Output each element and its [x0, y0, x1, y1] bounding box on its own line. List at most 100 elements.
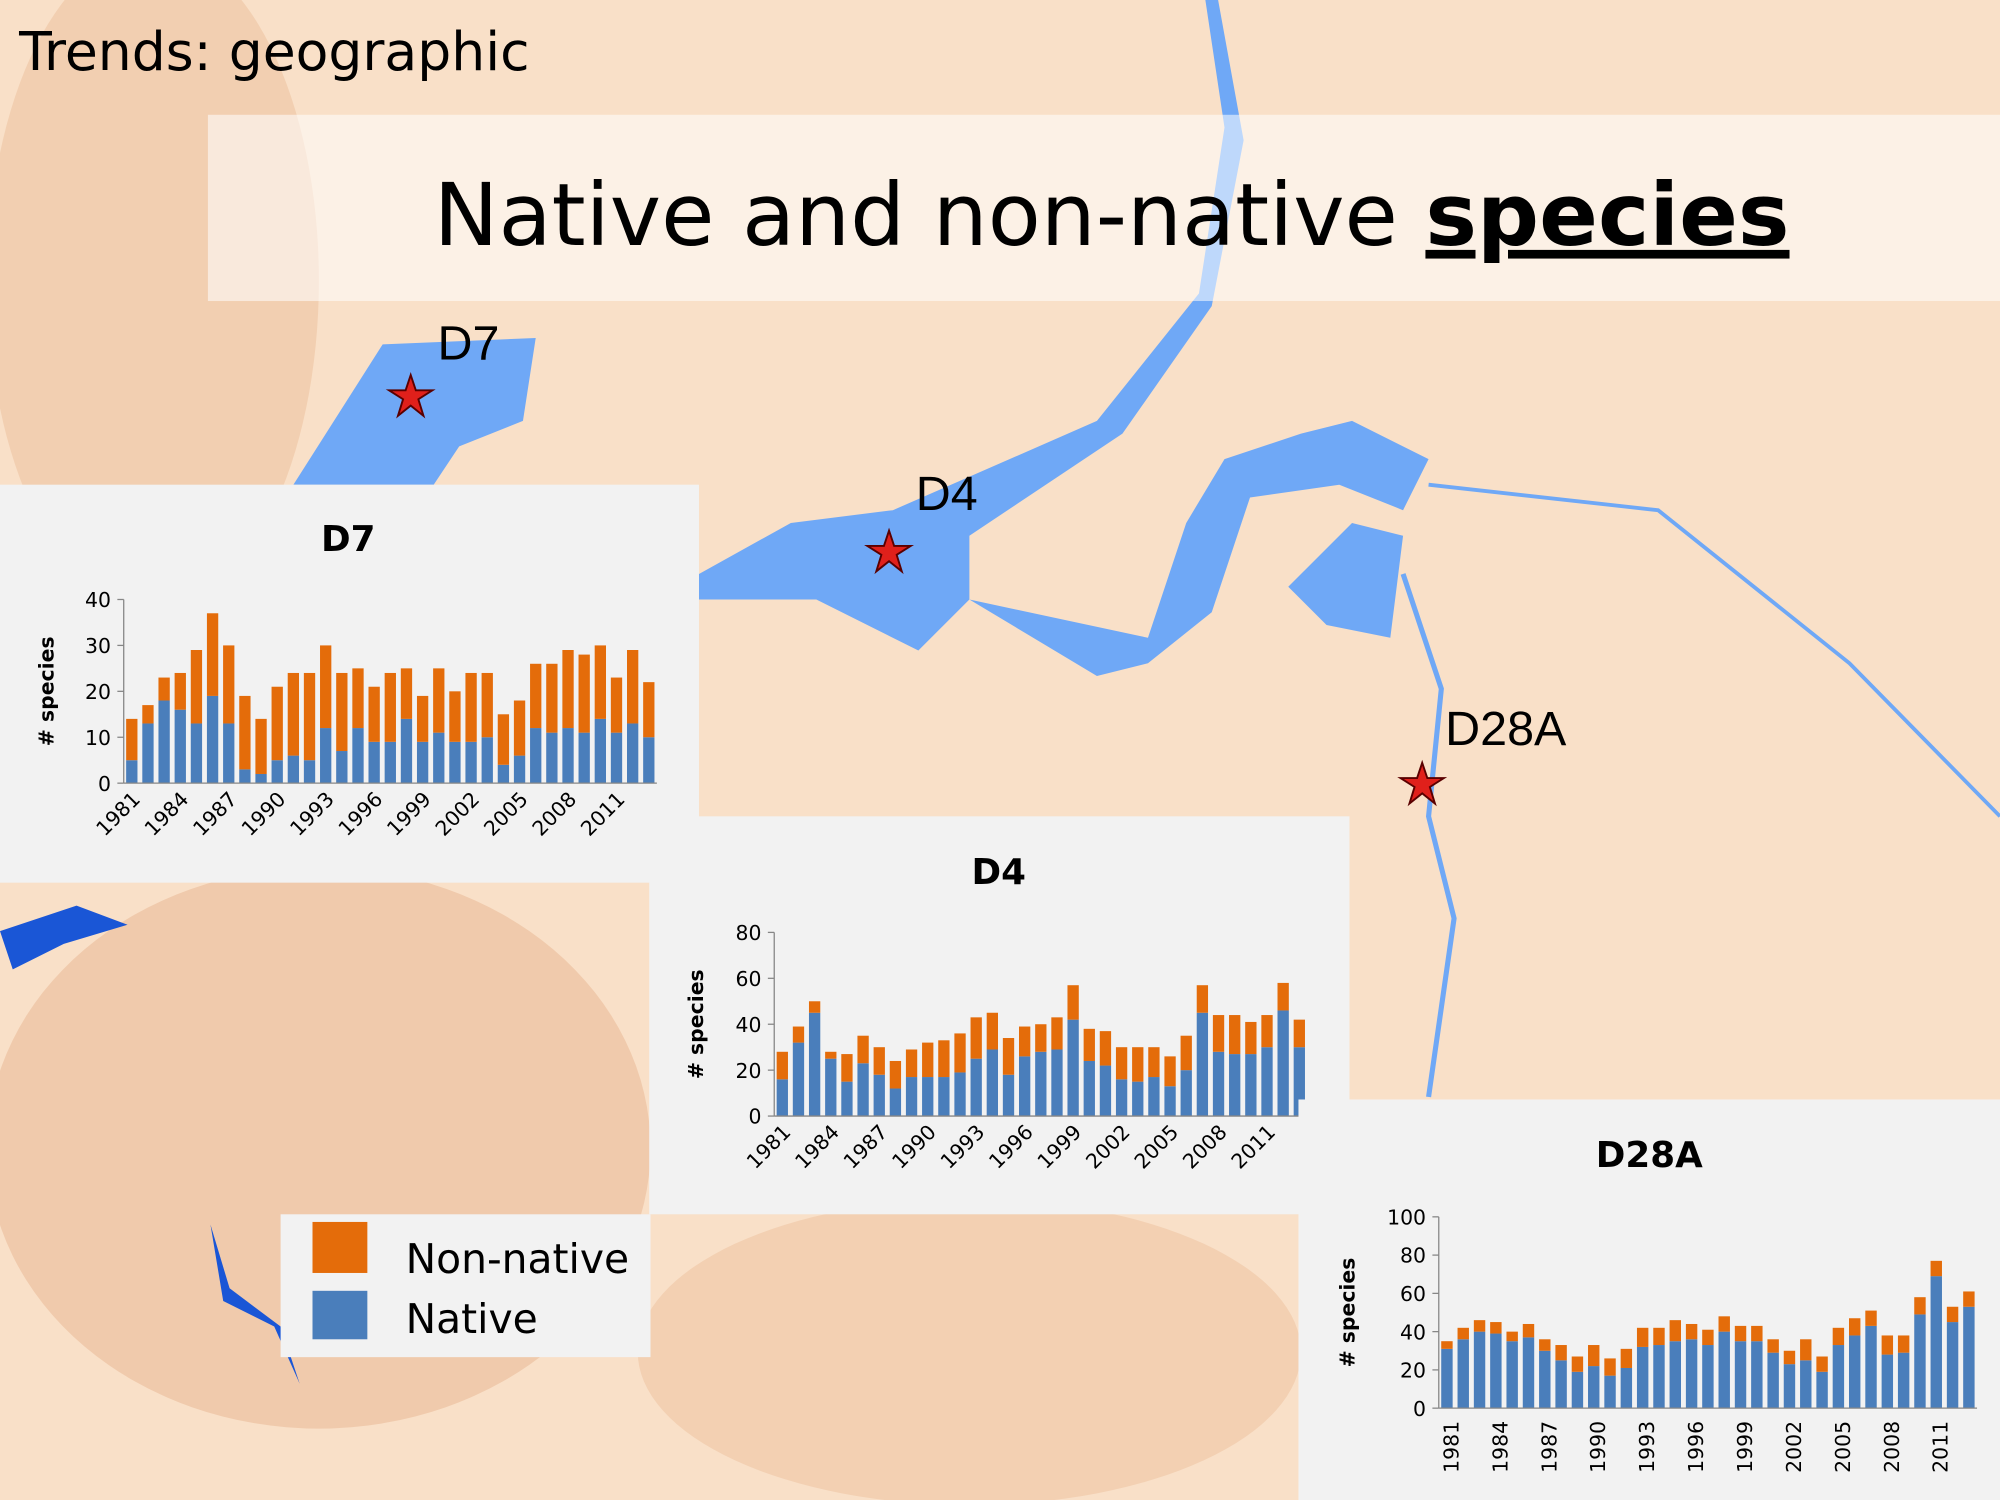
map-label: D28A — [1445, 702, 1567, 756]
bar-segment — [1132, 1081, 1144, 1117]
bar-segment — [873, 1047, 885, 1075]
bar-segment — [1083, 1028, 1095, 1061]
x-tick-label: 1996 — [1684, 1421, 1708, 1473]
bar-segment — [1490, 1333, 1502, 1409]
bar-segment — [1783, 1364, 1796, 1409]
bar-segment — [970, 1058, 982, 1117]
bar-segment — [610, 677, 623, 733]
bar-segment — [808, 1001, 821, 1013]
bar-segment — [530, 663, 542, 729]
bar-segment — [1555, 1360, 1567, 1409]
bar-segment — [1164, 1056, 1176, 1087]
bar-segment — [368, 686, 380, 742]
bar-segment — [1636, 1346, 1649, 1409]
bar-segment — [905, 1077, 918, 1117]
bar-segment — [223, 723, 235, 784]
bar-segment — [1002, 1038, 1015, 1075]
x-tick-label: 1993 — [1635, 1421, 1659, 1473]
bar-segment — [841, 1081, 853, 1117]
bar-segment — [271, 760, 283, 784]
chart-panel — [1298, 1099, 2000, 1500]
bar-segment — [1051, 1017, 1063, 1050]
bar-segment — [1035, 1024, 1047, 1052]
bar-segment — [320, 645, 332, 729]
y-tick-label: 80 — [736, 921, 762, 945]
bar-segment — [1865, 1310, 1877, 1326]
bay — [293, 338, 536, 485]
bar-segment — [1002, 1074, 1015, 1117]
bar-segment — [1148, 1077, 1160, 1117]
bar-segment — [1620, 1348, 1633, 1368]
bar-segment — [1669, 1320, 1681, 1342]
bar-segment — [1816, 1356, 1828, 1372]
bar-segment — [1051, 1049, 1063, 1117]
bar-segment — [1832, 1345, 1845, 1409]
y-tick-label: 30 — [85, 634, 111, 658]
bar-segment — [610, 732, 623, 784]
bar-segment — [1751, 1325, 1763, 1342]
bar-segment — [416, 695, 429, 742]
bar-segment — [1734, 1325, 1747, 1342]
chart-title: D7 — [321, 519, 375, 560]
bar-segment — [497, 764, 510, 784]
y-tick-label: 40 — [736, 1013, 762, 1037]
bar-segment — [1636, 1327, 1649, 1347]
bar-segment — [1261, 1015, 1273, 1048]
bar-segment — [1490, 1322, 1502, 1334]
bar-segment — [1816, 1371, 1828, 1409]
lake — [1288, 522, 1404, 638]
bar-segment — [938, 1077, 950, 1117]
bar-segment — [562, 728, 574, 784]
bar-segment — [416, 741, 429, 784]
bar-segment — [1832, 1327, 1845, 1346]
bar-segment — [1293, 1047, 1305, 1117]
bar-segment — [643, 682, 655, 738]
bar-segment — [1963, 1291, 1975, 1307]
bar-segment — [889, 1088, 902, 1117]
bar-segment — [825, 1058, 837, 1117]
bar-segment — [481, 737, 493, 784]
bar-segment — [857, 1035, 869, 1064]
bar-segment — [1457, 1339, 1469, 1409]
y-tick-label: 40 — [1400, 1320, 1426, 1344]
bar-segment — [287, 755, 300, 784]
y-tick-label: 60 — [736, 967, 762, 991]
bar-segment — [1522, 1323, 1535, 1338]
bar-segment — [1441, 1341, 1453, 1349]
y-tick-label: 0 — [1413, 1397, 1426, 1421]
bar-segment — [776, 1051, 788, 1080]
heading-text: Native and non-native — [434, 165, 1426, 266]
bar-segment — [546, 663, 558, 733]
bar-segment — [158, 700, 170, 784]
bar-segment — [562, 650, 574, 729]
bar-segment — [1229, 1015, 1241, 1055]
bar-segment — [792, 1026, 805, 1043]
charts: D7 # species 0 10 20 30 40 1981 1984 1987 1990 1993… — [0, 484, 2000, 1500]
river — [1400, 573, 1457, 1098]
bar-segment — [1148, 1047, 1160, 1078]
map-label: D4 — [916, 467, 978, 521]
bar-segment — [255, 773, 267, 784]
bar-segment — [465, 672, 477, 742]
bar-segment — [1800, 1339, 1812, 1361]
x-tick-label: 2011 — [1929, 1421, 1953, 1473]
heading-emphasis: species — [1425, 165, 1789, 266]
bar-segment — [1522, 1337, 1535, 1409]
x-tick-label: 2008 — [1880, 1421, 1904, 1473]
bar-segment — [1718, 1331, 1730, 1409]
bar-segment — [1019, 1026, 1031, 1057]
bar-segment — [1180, 1035, 1192, 1071]
bar-segment — [400, 668, 413, 719]
bar-segment — [1277, 1010, 1289, 1117]
bar-segment — [1767, 1339, 1779, 1353]
bar-segment — [1702, 1329, 1714, 1346]
x-tick-label: 2002 — [1782, 1421, 1806, 1473]
bar-segment — [873, 1074, 885, 1117]
bar-segment — [1571, 1371, 1584, 1409]
y-tick-label: 80 — [1400, 1244, 1426, 1268]
bar-segment — [1099, 1031, 1112, 1066]
bar-segment — [1196, 1012, 1209, 1117]
bar-segment — [142, 723, 154, 784]
bar-segment — [336, 672, 348, 752]
